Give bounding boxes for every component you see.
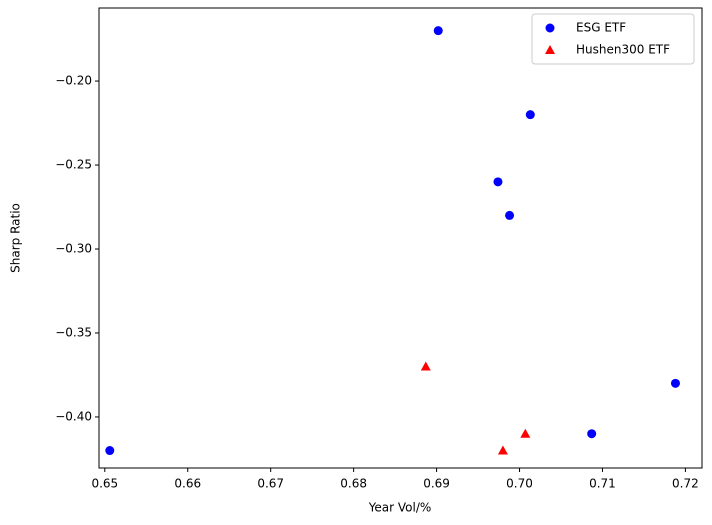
legend-label: Hushen300 ETF — [576, 43, 670, 57]
x-tick-label: 0.65 — [91, 477, 118, 491]
circle-marker — [670, 378, 680, 388]
x-tick-label: 0.71 — [589, 477, 616, 491]
triangle-marker — [420, 361, 431, 371]
y-tick-label: −0.20 — [55, 74, 92, 88]
y-tick-label: −0.35 — [55, 325, 92, 339]
circle-marker — [587, 429, 597, 439]
y-tick-label: −0.40 — [55, 409, 92, 423]
circle-marker — [493, 177, 503, 187]
legend-box — [531, 13, 695, 65]
plot-frame — [98, 7, 703, 469]
circle-marker — [433, 26, 443, 36]
legend: ESG ETF Hushen300 ETF — [531, 13, 695, 65]
y-axis-label: Sharp Ratio — [9, 203, 23, 273]
x-tick-label: 0.69 — [423, 477, 450, 491]
y-tick-label: −0.25 — [55, 158, 92, 172]
x-axis-label: Year Vol/% — [368, 501, 432, 515]
x-tick-label: 0.72 — [672, 477, 699, 491]
triangle-marker — [497, 445, 508, 455]
x-tick-label: 0.66 — [174, 477, 201, 491]
x-tick-label: 0.70 — [506, 477, 533, 491]
circle-marker — [545, 23, 555, 33]
circle-marker — [105, 446, 115, 456]
legend-label: ESG ETF — [576, 21, 626, 35]
triangle-marker — [545, 45, 555, 54]
y-tick-label: −0.30 — [55, 242, 92, 256]
circle-marker — [525, 110, 535, 120]
x-tick-label: 0.68 — [340, 477, 367, 491]
circle-marker — [505, 210, 515, 220]
triangle-marker — [520, 428, 531, 438]
x-tick-label: 0.67 — [257, 477, 284, 491]
